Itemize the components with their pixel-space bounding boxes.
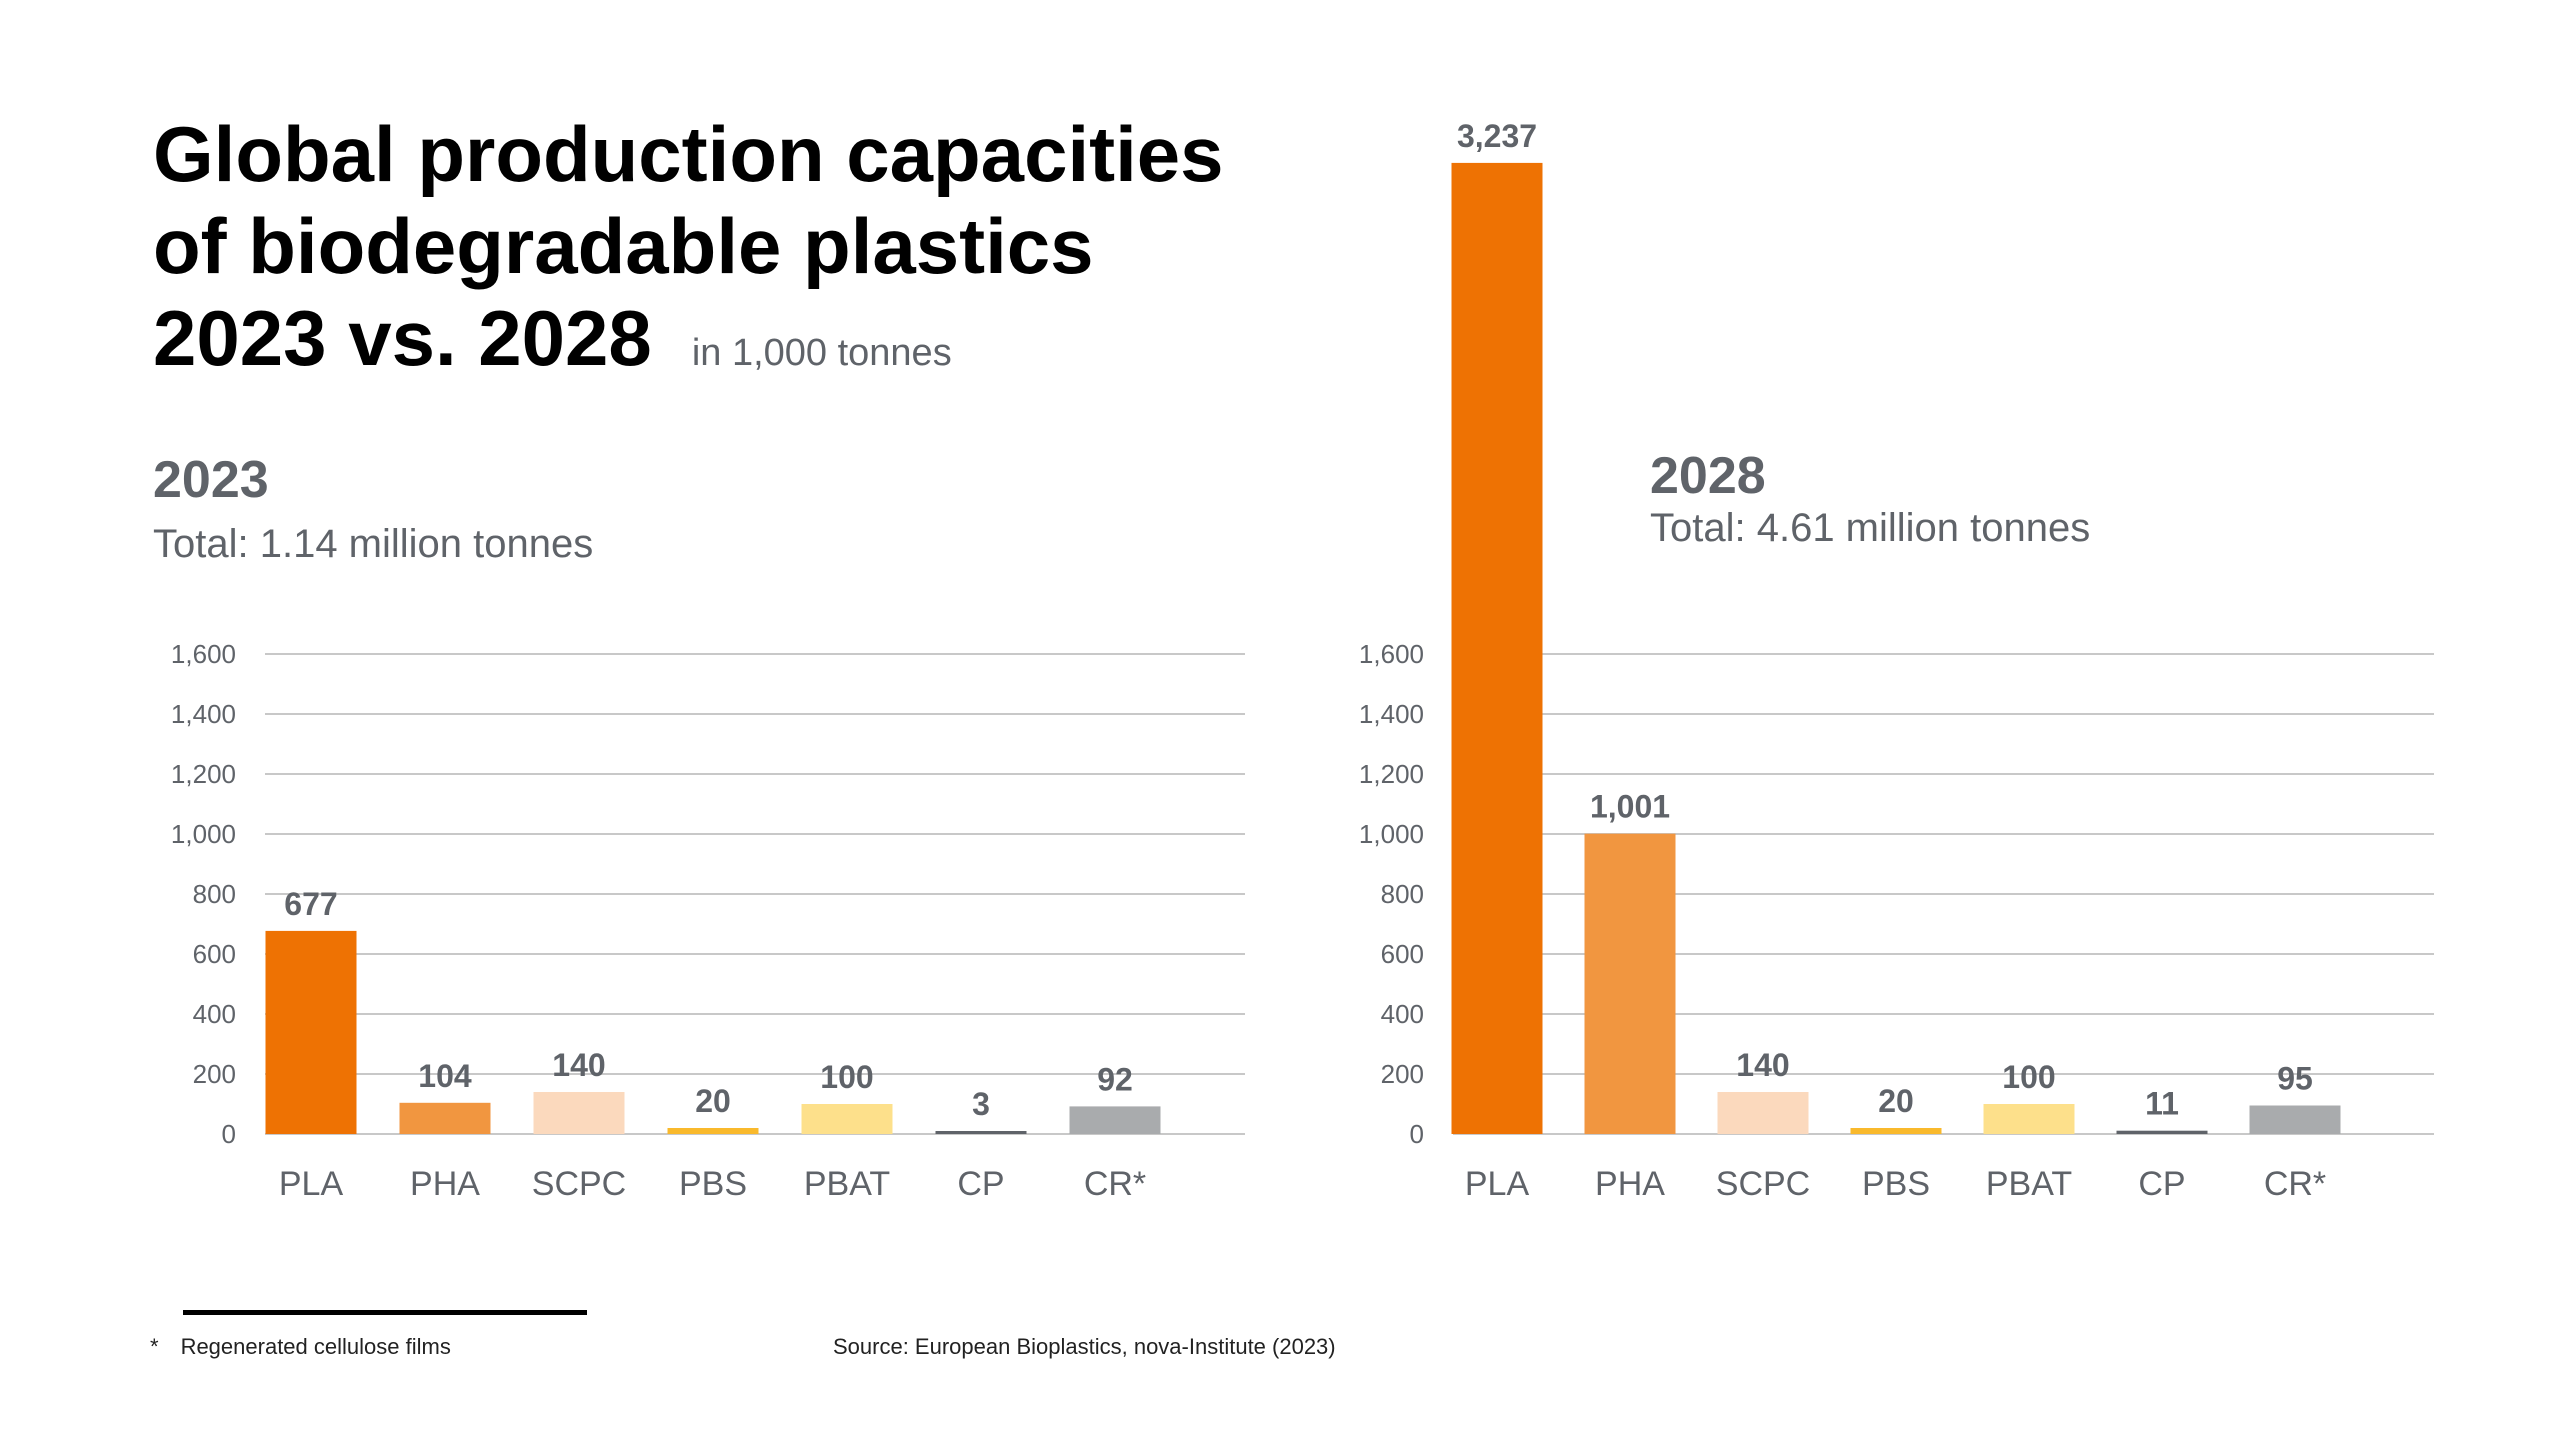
y-tick-label-2028: 400 xyxy=(1381,999,1424,1029)
value-label-2028: 100 xyxy=(2002,1059,2055,1095)
y-tick-label-2023: 1,200 xyxy=(171,759,236,789)
y-tick-label-2028: 0 xyxy=(1410,1119,1424,1149)
title-years: 2023 vs. 2028 xyxy=(153,294,652,382)
category-label-2028: PHA xyxy=(1595,1165,1665,1203)
bar-2028-PBS xyxy=(1850,1128,1942,1134)
y-tick-label-2023: 1,600 xyxy=(171,639,236,669)
footnote: * Regenerated cellulose films xyxy=(150,1334,451,1360)
bar-2023-PHA xyxy=(399,1102,491,1134)
category-label-2023: PHA xyxy=(410,1165,480,1203)
category-label-2028: SCPC xyxy=(1716,1165,1810,1203)
value-label-2028: 140 xyxy=(1736,1047,1789,1083)
bar-2023-CP xyxy=(935,1131,1027,1134)
bar-2028-PBAT xyxy=(1983,1104,2075,1134)
bar-2028-CR xyxy=(2249,1105,2341,1134)
y-tick-label-2023: 600 xyxy=(193,939,236,969)
category-label-2023: SCPC xyxy=(532,1165,626,1203)
value-label-2028: 1,001 xyxy=(1590,789,1670,825)
source-note: Source: European Bioplastics, nova-Insti… xyxy=(833,1334,1336,1359)
title-line-1: Global production capacities xyxy=(153,110,1224,198)
bar-2023-PBAT xyxy=(801,1104,893,1134)
title-line-2: of biodegradable plastics xyxy=(153,202,1094,290)
y-tick-label-2028: 600 xyxy=(1381,939,1424,969)
panel-2028-total: Total: 4.61 million tonnes xyxy=(1650,506,2091,550)
category-label-2023: CP xyxy=(957,1165,1004,1203)
value-label-2028: 95 xyxy=(2277,1061,2313,1097)
category-label-2028: PBS xyxy=(1862,1165,1930,1203)
bar-2028-CP xyxy=(2116,1130,2208,1134)
category-label-2028: PBAT xyxy=(1986,1165,2072,1203)
y-tick-label-2028: 800 xyxy=(1381,879,1424,909)
category-label-2023: PBS xyxy=(679,1165,747,1203)
y-tick-label-2023: 0 xyxy=(222,1119,236,1149)
value-label-2023: 100 xyxy=(820,1059,873,1095)
value-label-2028: 3,237 xyxy=(1457,118,1537,154)
bar-2023-SCPC xyxy=(533,1092,625,1134)
value-label-2023: 677 xyxy=(284,886,337,922)
bar-2028-SCPC xyxy=(1717,1092,1809,1134)
y-tick-label-2028: 1,400 xyxy=(1359,699,1424,729)
panel-2023-year: 2023 xyxy=(153,451,269,509)
bar-2023-CR xyxy=(1069,1106,1161,1134)
y-tick-label-2023: 1,000 xyxy=(171,819,236,849)
value-label-2028: 11 xyxy=(2145,1086,2179,1122)
y-tick-label-2023: 1,400 xyxy=(171,699,236,729)
title-line-3: 2023 vs. 2028 in 1,000 tonnes xyxy=(153,292,1224,399)
unit-note: in 1,000 tonnes xyxy=(691,332,952,374)
value-label-2028: 20 xyxy=(1878,1083,1914,1119)
panel-2028-year: 2028 xyxy=(1650,447,1766,505)
footnote-marker: * xyxy=(150,1334,159,1359)
category-label-2023: PLA xyxy=(279,1165,344,1203)
footnote-text: Regenerated cellulose films xyxy=(180,1334,451,1359)
value-label-2023: 104 xyxy=(418,1058,472,1094)
value-label-2023: 20 xyxy=(695,1083,731,1119)
value-label-2023: 92 xyxy=(1097,1061,1133,1097)
category-label-2028: CR* xyxy=(2264,1165,2326,1203)
value-label-2023: 3 xyxy=(972,1086,990,1122)
category-label-2028: CP xyxy=(2138,1165,2185,1203)
y-tick-label-2023: 400 xyxy=(193,999,236,1029)
y-tick-label-2023: 200 xyxy=(193,1059,236,1089)
chart-title: Global production capacities of biodegra… xyxy=(153,108,1224,399)
y-tick-label-2028: 200 xyxy=(1381,1059,1424,1089)
category-label-2023: CR* xyxy=(1084,1165,1146,1203)
value-label-2023: 140 xyxy=(552,1047,605,1083)
category-label-2028: PLA xyxy=(1465,1165,1530,1203)
y-tick-label-2028: 1,600 xyxy=(1359,639,1424,669)
bar-2028-PHA xyxy=(1584,833,1676,1134)
panel-2023-total: Total: 1.14 million tonnes xyxy=(153,522,594,566)
category-label-2023: PBAT xyxy=(804,1165,890,1203)
y-tick-label-2028: 1,200 xyxy=(1359,759,1424,789)
y-tick-label-2028: 1,000 xyxy=(1359,819,1424,849)
y-tick-label-2023: 800 xyxy=(193,879,236,909)
footer-rule xyxy=(183,1310,587,1315)
bar-2028-PLA xyxy=(1451,162,1543,1134)
bar-2023-PLA xyxy=(265,930,357,1134)
bar-2023-PBS xyxy=(667,1128,759,1134)
